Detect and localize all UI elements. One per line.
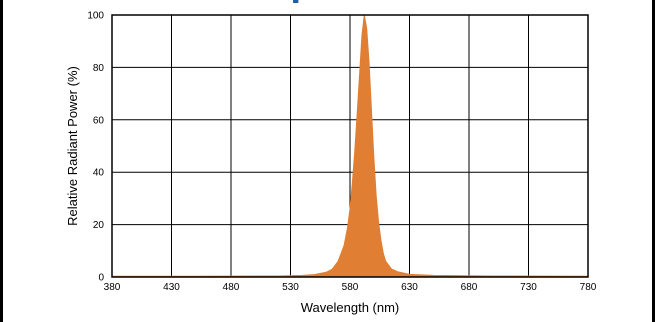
y-tick-label-80: 80: [93, 63, 105, 74]
x-tick-label-680: 680: [461, 282, 478, 293]
y-tick-label-40: 40: [93, 168, 105, 179]
y-tick-label-20: 20: [93, 220, 105, 231]
y-tick-label-100: 100: [87, 11, 104, 22]
x-tick-label-580: 580: [342, 282, 359, 293]
x-tick-label-380: 380: [104, 282, 121, 293]
x-axis-title: Wavelength (nm): [301, 300, 400, 315]
plot-border: [111, 14, 589, 278]
x-tick-label-430: 430: [163, 282, 180, 293]
x-tick-label-480: 480: [223, 282, 240, 293]
cropped-title-fragment: .: [290, 0, 370, 6]
x-tick-label-630: 630: [401, 282, 418, 293]
x-tick-label-780: 780: [580, 282, 597, 293]
y-tick-label-60: 60: [93, 115, 105, 126]
y-axis-title: Relative Radiant Power (%): [65, 66, 80, 226]
x-tick-label-530: 530: [282, 282, 299, 293]
y-tick-label-0: 0: [98, 273, 104, 284]
y-tick-labels: 0 20 40 60 80 100: [87, 11, 104, 284]
x-tick-labels: 380 430 480 530 580 630 680 730 780: [104, 282, 597, 293]
x-tick-label-730: 730: [520, 282, 537, 293]
